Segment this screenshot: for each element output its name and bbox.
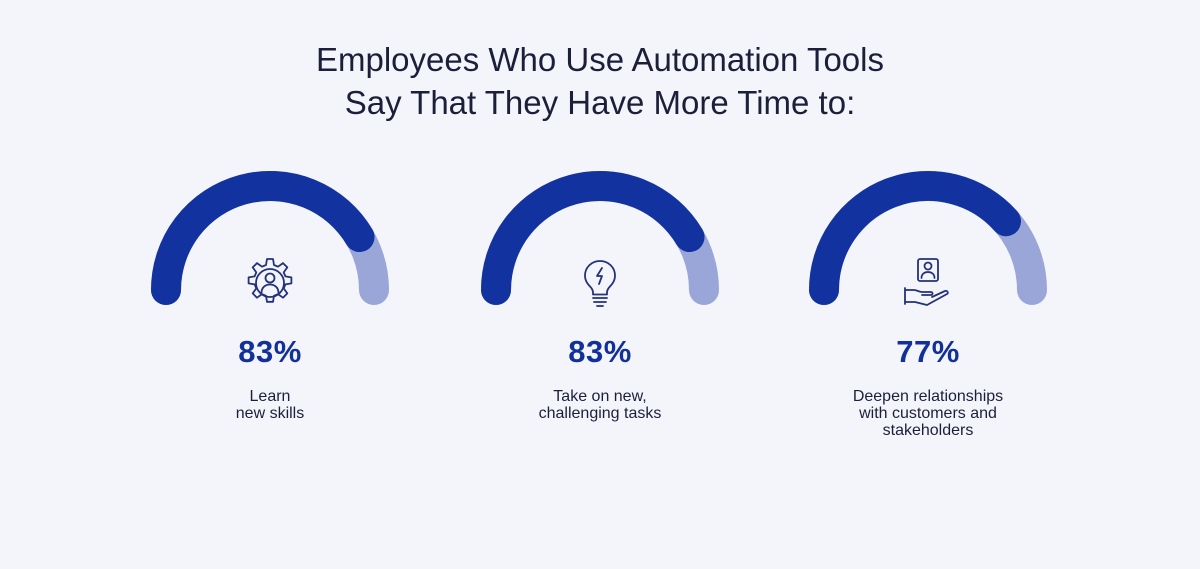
- chart-title-line-2: Say That They Have More Time to:: [344, 84, 856, 121]
- gauge-arc-filled: [481, 171, 705, 305]
- gauge-value: 77%: [896, 334, 960, 369]
- gauge-arc-filled: [151, 171, 375, 305]
- gauge-label-line: Deepen relationships: [852, 388, 1004, 405]
- gear-person-icon: [247, 258, 293, 303]
- gauge-learn-new-skills: 83% Learn new skills: [140, 170, 400, 460]
- gauge-value: 83%: [568, 334, 632, 369]
- hand-person-icon: [904, 258, 949, 306]
- gauge-label: Take on new, challenging tasks: [470, 388, 730, 422]
- gauge-label-line: challenging tasks: [538, 405, 662, 422]
- gauge-label-line: with customers and: [859, 405, 997, 422]
- gauge-label-line: Learn: [249, 388, 291, 405]
- gauge-challenging-tasks: 83% Take on new, challenging tasks: [470, 170, 730, 460]
- gauge-value: 83%: [238, 334, 302, 369]
- gauge-label-line: new skills: [235, 405, 305, 422]
- gauge-arc: [809, 171, 1047, 305]
- gauge-label-line: Take on new,: [553, 388, 647, 405]
- chart-title-line-1: Employees Who Use Automation Tools: [315, 41, 884, 78]
- gauge-arc: [481, 171, 719, 305]
- gauge-label: Learn new skills: [140, 388, 400, 422]
- gauge-arc-filled: [809, 171, 1022, 305]
- gauge-deepen-relationships: 77% Deepen relationships with customers …: [798, 170, 1058, 460]
- chart-title: Employees Who Use Automation Tools Say T…: [0, 38, 1200, 124]
- gauge-label: Deepen relationships with customers and …: [798, 388, 1058, 439]
- lightbulb-icon: [584, 260, 616, 307]
- gauge-label-line: stakeholders: [882, 422, 974, 439]
- gauge-arc: [151, 171, 389, 305]
